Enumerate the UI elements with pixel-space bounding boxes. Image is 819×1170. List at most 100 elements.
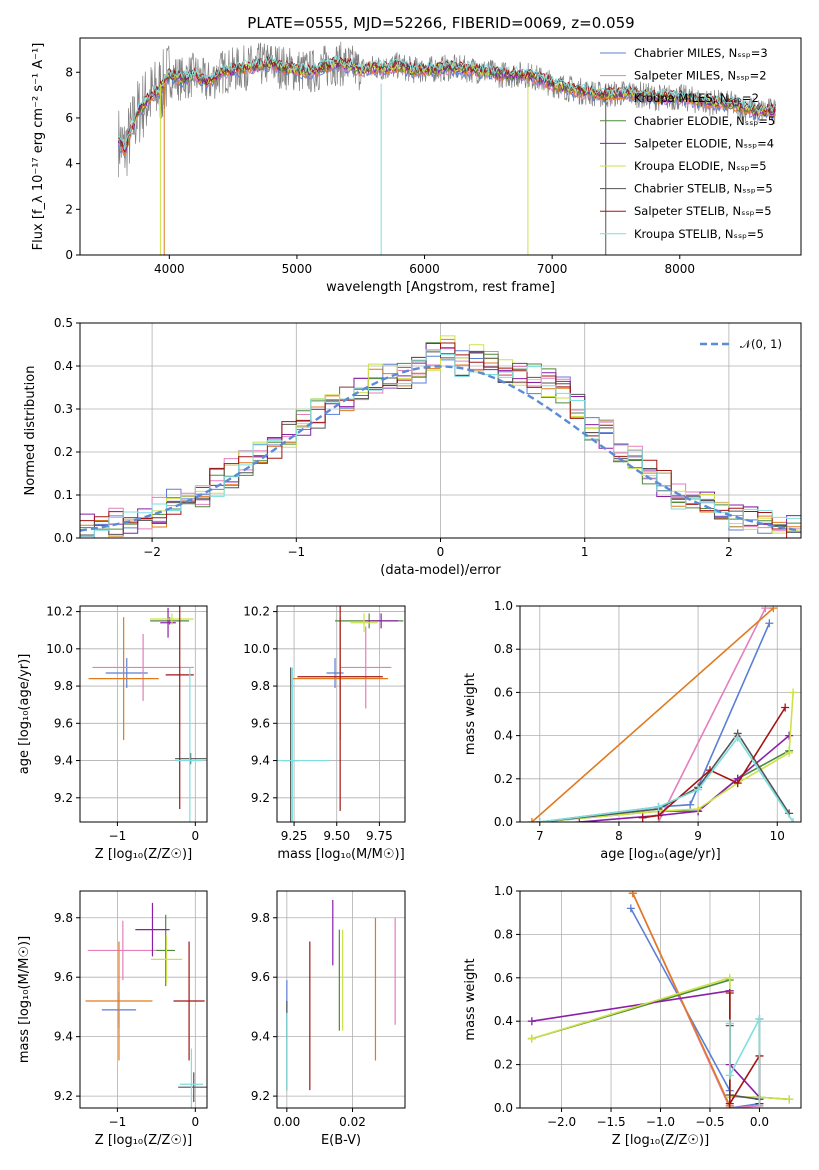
- mass-weight-marker: [725, 1019, 734, 1028]
- mass-weight-marker: [575, 818, 584, 822]
- mass-weight-marker: [733, 779, 742, 788]
- x-tick-label: 2: [725, 545, 733, 559]
- legend-label: Chabrier ELODIE, Nₛₛₚ=5: [634, 114, 775, 128]
- x-tick-label: −2: [143, 545, 161, 559]
- x-tick-label: 9.50: [323, 829, 350, 843]
- mass-weight-marker: [733, 733, 742, 742]
- mass-vs-ebv-panel: 0.00 0.02 9.2 9.4 9.6 9.8 E(B-V): [251, 890, 406, 1148]
- x-tick-label: 0.00: [273, 1115, 300, 1129]
- y-axis-label: mass weight: [463, 673, 478, 755]
- mass-weight-line: [539, 622, 771, 822]
- axes-frame: [79, 322, 802, 539]
- mass-weight-line: [531, 607, 774, 822]
- mass-weight-line: [729, 1019, 761, 1101]
- legend-label: Salpeter MILES, Nₛₛₚ=2: [634, 69, 767, 83]
- mass-weight-marker: [781, 703, 790, 712]
- y-tick-label: 9.4: [251, 1030, 270, 1044]
- y-tick-label: 0.4: [494, 1014, 513, 1028]
- mass-weight-marker: [785, 748, 794, 757]
- legend-label: Salpeter STELIB, Nₛₛₚ=5: [634, 204, 772, 218]
- y-tick-label: 1.0: [494, 884, 513, 898]
- mass-weight-marker: [785, 1095, 794, 1104]
- y-tick-label: 0.1: [54, 488, 73, 502]
- y-tick-label: 0.6: [494, 971, 513, 985]
- mass-weight-marker: [769, 606, 778, 613]
- x-tick-label: 1: [581, 545, 589, 559]
- y-tick-label: 0: [65, 248, 73, 262]
- y-tick-label: 9.4: [251, 754, 270, 768]
- residual-histogram-step: [80, 342, 801, 538]
- legend-label: Chabrier MILES, Nₛₛₚ=3: [634, 46, 768, 60]
- x-tick-label: 9: [694, 829, 702, 843]
- y-tick-label: 0.0: [494, 1101, 513, 1115]
- mass-weight-marker: [654, 811, 663, 820]
- y-tick-label: 9.8: [251, 911, 270, 925]
- x-axis-label: Z [log₁₀(Z/Z☉)]: [95, 847, 192, 862]
- legend-label: Kroupa STELIB, Nₛₛₚ=5: [634, 227, 764, 241]
- model-fit-line: [117, 54, 776, 150]
- y-tick-label: 10.0: [243, 642, 270, 656]
- plot-area: [117, 41, 776, 255]
- axes-frame: [276, 890, 406, 1109]
- y-tick-label: 0.2: [54, 445, 73, 459]
- mass-weight-marker: [725, 988, 734, 997]
- y-tick-label: 0.4: [54, 359, 73, 373]
- y-tick-label: 9.2: [251, 791, 270, 805]
- massweight-vs-z-panel: −2.0 −1.5 −1.0 −0.5 0.0 0.0 0.2 0.4 0.6 0.8 1.0 Z […: [463, 884, 802, 1148]
- y-tick-label: 10.2: [46, 605, 73, 619]
- massweight-vs-age-panel: 7 8 9 10 0.0 0.2 0.4 0.6 0.8 1.0 age [log₁₀(age/yr…: [463, 599, 802, 862]
- y-axis-label: Flux [f_λ 10⁻¹⁷ erg cm⁻² s⁻¹ A⁻¹]: [31, 43, 46, 251]
- mass-weight-line: [539, 692, 794, 822]
- x-tick-label: 5000: [282, 262, 313, 276]
- mass-weight-marker: [628, 891, 637, 898]
- mass-weight-line: [729, 1018, 761, 1108]
- mass-weight-marker: [527, 1034, 536, 1043]
- mass-weight-marker: [626, 904, 635, 913]
- x-axis-label: (data-model)/error: [380, 563, 501, 578]
- x-axis-label: age [log₁₀(age/yr)]: [600, 847, 721, 862]
- y-tick-label: 0.0: [494, 815, 513, 829]
- x-tick-label: 0: [437, 545, 445, 559]
- y-tick-label: 9.2: [251, 1089, 270, 1103]
- axes-frame: [79, 37, 802, 256]
- y-tick-label: 9.4: [54, 754, 73, 768]
- x-tick-label: −2.0: [547, 1115, 576, 1129]
- x-tick-label: −1: [109, 829, 127, 843]
- residuals-legend: 𝒩(0, 1): [700, 337, 782, 351]
- mass-weight-marker: [785, 731, 794, 740]
- y-tick-label: 6: [65, 111, 73, 125]
- plot-area: [80, 335, 801, 538]
- x-axis-label: Z [log₁₀(Z/Z☉)]: [612, 1133, 709, 1148]
- mass-weight-marker: [725, 973, 734, 982]
- x-tick-label: −1.5: [596, 1115, 625, 1129]
- x-tick-label: −0.5: [695, 1115, 724, 1129]
- x-tick-label: 0.02: [339, 1115, 366, 1129]
- axes-frame: [519, 605, 802, 823]
- x-tick-label: 7: [536, 829, 544, 843]
- y-tick-label: 0.2: [494, 1058, 513, 1072]
- y-tick-label: 8: [65, 65, 73, 79]
- age-vs-z-panel: −1 0 9.2 9.4 9.6 9.8 10.0 10.2 Z [log₁₀(Z/Z☉)] ag…: [17, 605, 208, 862]
- spectrum-legend: Chabrier MILES, Nₛₛₚ=3 Salpeter MILES, Nₛ…: [600, 46, 775, 241]
- x-tick-label: 6000: [409, 262, 440, 276]
- axes-frame: [276, 605, 406, 823]
- mass-weight-marker: [761, 606, 770, 613]
- y-tick-label: 10.0: [46, 642, 73, 656]
- y-tick-label: 9.6: [54, 716, 73, 730]
- mass-weight-marker: [535, 818, 544, 822]
- mass-weight-marker: [638, 813, 647, 822]
- x-tick-label: −1: [109, 1115, 127, 1129]
- y-tick-label: 9.6: [54, 970, 73, 984]
- mass-weight-marker: [686, 800, 695, 809]
- x-tick-label: 4000: [154, 262, 185, 276]
- plot-area: [286, 899, 396, 1091]
- mass-weight-marker: [765, 619, 774, 628]
- y-tick-label: 0.2: [494, 772, 513, 786]
- axes-frame: [79, 890, 208, 1109]
- x-tick-label: 9.25: [281, 829, 308, 843]
- residual-histogram-step: [80, 349, 801, 537]
- mass-weight-marker: [694, 785, 703, 794]
- y-tick-label: 1.0: [494, 599, 513, 613]
- mass-weight-line: [632, 892, 731, 1107]
